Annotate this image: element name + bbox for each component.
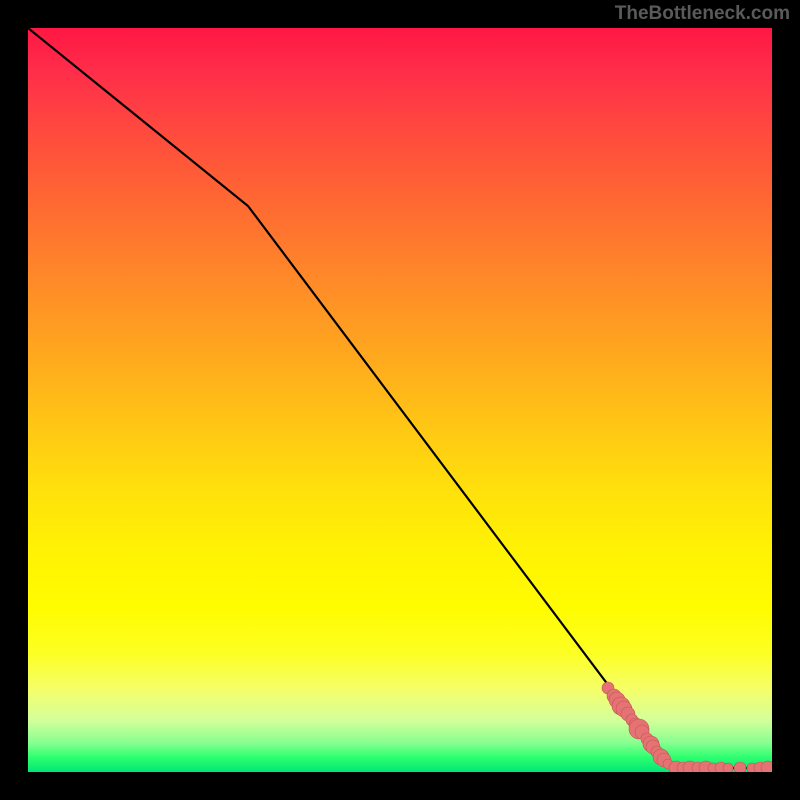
scatter-point <box>723 763 733 772</box>
scatter-point <box>734 762 746 772</box>
chart-area <box>28 28 772 772</box>
watermark-text: TheBottleneck.com <box>615 3 790 25</box>
chart-overlay <box>28 28 772 772</box>
trend-line <box>28 28 772 768</box>
scatter-markers <box>602 682 772 772</box>
